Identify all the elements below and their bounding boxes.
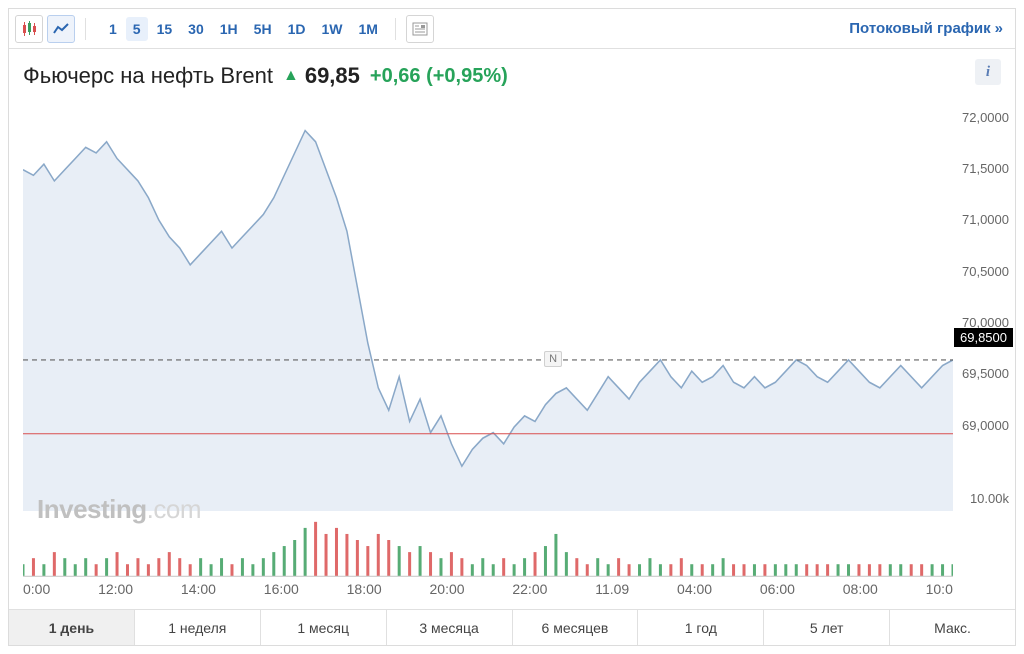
info-icon[interactable]: i	[975, 59, 1001, 85]
timeframe-1D[interactable]: 1D	[281, 17, 313, 41]
chevron-right-icon: »	[995, 20, 1003, 37]
current-price-tag: 69,8500	[954, 328, 1013, 347]
x-tick-label: 0:00	[23, 581, 50, 609]
news-icon[interactable]	[406, 15, 434, 43]
y-tick-label: 71,0000	[962, 212, 1009, 227]
last-price: 69,85	[305, 63, 360, 89]
volume-axis-label: 10.00k	[970, 491, 1009, 506]
range-button[interactable]: 1 неделя	[135, 610, 261, 645]
timeframe-1[interactable]: 1	[102, 17, 124, 41]
timeframe-1H[interactable]: 1H	[213, 17, 245, 41]
x-tick-label: 14:00	[181, 581, 216, 609]
timeframe-15[interactable]: 15	[150, 17, 180, 41]
timeframe-5H[interactable]: 5H	[247, 17, 279, 41]
x-tick-label: 06:00	[760, 581, 795, 609]
news-marker[interactable]: N	[544, 351, 562, 367]
stream-chart-label: Потоковый график	[849, 20, 990, 37]
title-row: Фьючерс на нефть Brent ▲ 69,85 +0,66 (+0…	[9, 49, 1015, 97]
range-button[interactable]: Макс.	[890, 610, 1015, 645]
timeframe-1M[interactable]: 1M	[351, 17, 384, 41]
timeframe-5[interactable]: 5	[126, 17, 148, 41]
x-tick-label: 20:00	[430, 581, 465, 609]
x-tick-label: 18:00	[347, 581, 382, 609]
timeframe-group: 1515301H5H1D1W1M	[102, 17, 385, 41]
x-tick-label: 11.09	[595, 581, 629, 609]
separator	[85, 18, 86, 40]
range-button[interactable]: 3 месяца	[387, 610, 513, 645]
instrument-name: Фьючерс на нефть Brent	[23, 63, 273, 89]
stream-chart-link[interactable]: Потоковый график »	[849, 20, 1009, 37]
x-tick-label: 04:00	[677, 581, 712, 609]
chart-type-line[interactable]	[47, 15, 75, 43]
toolbar: 1515301H5H1D1W1M Потоковый график »	[9, 9, 1015, 49]
arrow-up-icon: ▲	[283, 67, 299, 85]
y-tick-label: 69,5000	[962, 366, 1009, 381]
chart-area[interactable]: 72,000071,500071,000070,500070,000069,50…	[9, 97, 1015, 609]
y-tick-label: 69,0000	[962, 418, 1009, 433]
range-button[interactable]: 1 месяц	[261, 610, 387, 645]
x-tick-label: 10:0	[926, 581, 953, 609]
range-button[interactable]: 5 лет	[764, 610, 890, 645]
chart-type-candle[interactable]	[15, 15, 43, 43]
range-button[interactable]: 6 месяцев	[513, 610, 639, 645]
price-change: +0,66 (+0,95%)	[370, 65, 508, 88]
watermark: Investing.com	[37, 494, 201, 525]
y-tick-label: 72,0000	[962, 110, 1009, 125]
x-tick-label: 08:00	[843, 581, 878, 609]
separator	[395, 18, 396, 40]
range-selector: 1 день1 неделя1 месяц3 месяца6 месяцев1 …	[9, 609, 1015, 645]
x-tick-label: 22:00	[512, 581, 547, 609]
y-tick-label: 71,5000	[962, 161, 1009, 176]
timeframe-1W[interactable]: 1W	[314, 17, 349, 41]
y-tick-label: 70,5000	[962, 264, 1009, 279]
timeframe-30[interactable]: 30	[181, 17, 211, 41]
x-axis: 0:00 12:00 14:00 16:00 18:00 20:00 22:00 11.09 0…	[23, 581, 953, 609]
price-chart	[23, 97, 953, 609]
x-tick-label: 12:00	[98, 581, 133, 609]
x-tick-label: 16:00	[264, 581, 299, 609]
range-button[interactable]: 1 день	[9, 610, 135, 645]
chart-widget: 1515301H5H1D1W1M Потоковый график » Фьюч…	[8, 8, 1016, 646]
range-button[interactable]: 1 год	[638, 610, 764, 645]
